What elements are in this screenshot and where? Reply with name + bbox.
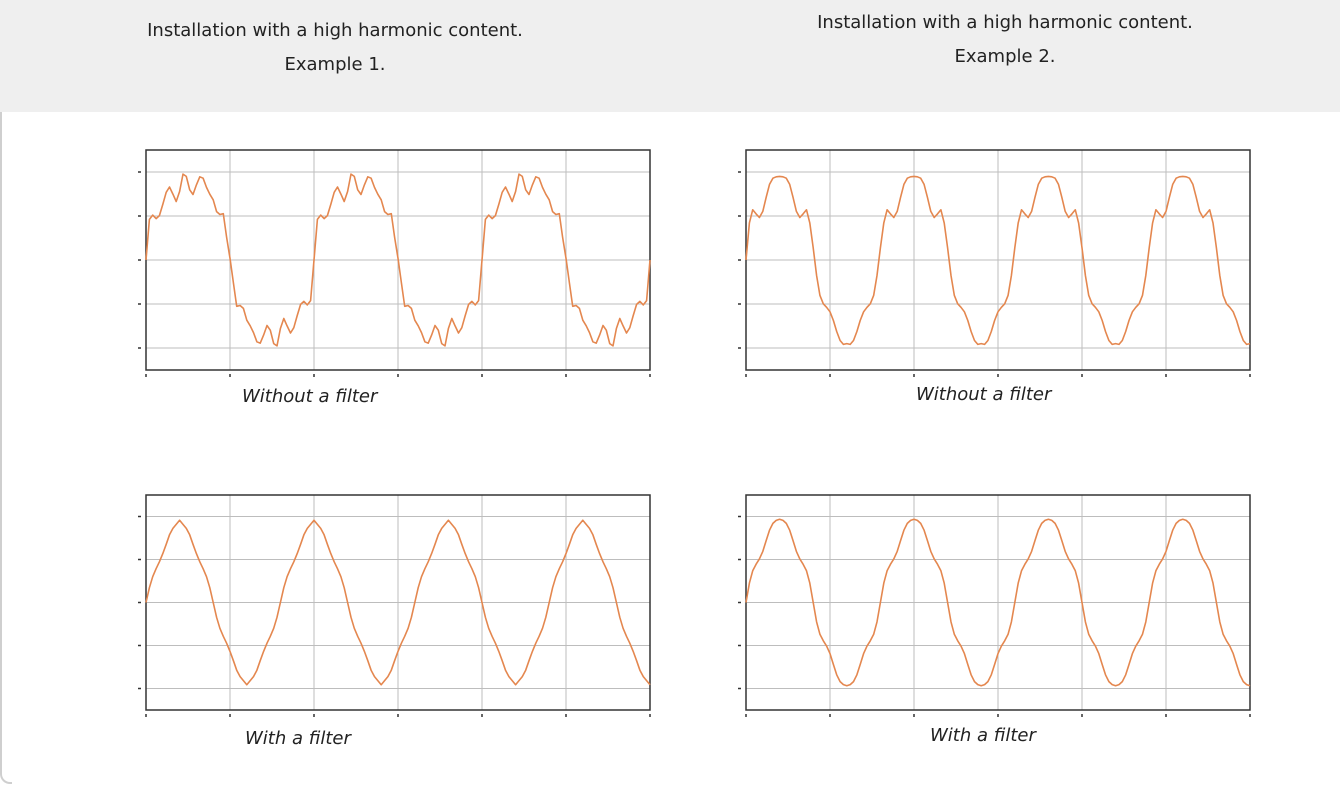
header-example-2: Installation with a high harmonic conten… (670, 6, 1340, 74)
chart-ex2-without-filter-svg (738, 149, 1251, 377)
chart-ex1-with-filter-svg (138, 494, 651, 717)
chart-ex1-without-filter (118, 140, 653, 390)
header-example-1-title: Installation with a high harmonic conten… (147, 20, 523, 41)
waveform-line (745, 175, 1251, 346)
caption-ex1-with-filter: With a filter (245, 728, 351, 749)
chart-ex1-with-filter (118, 485, 653, 730)
chart-ex2-with-filter (718, 485, 1253, 730)
caption-ex1-without-filter: Without a filter (242, 386, 378, 407)
header-example-1-subtitle: Example 1. (284, 54, 386, 75)
chart-ex2-with-filter-svg (738, 494, 1251, 717)
caption-ex2-with-filter: With a filter (930, 725, 1036, 746)
header-example-2-title: Installation with a high harmonic conten… (817, 12, 1193, 33)
waveform-line (145, 519, 651, 686)
content-frame (0, 112, 12, 784)
waveform-line (745, 518, 1251, 687)
waveform-line (145, 173, 651, 347)
chart-ex2-without-filter (718, 140, 1253, 390)
header-example-2-subtitle: Example 2. (954, 46, 1056, 67)
header-example-1: Installation with a high harmonic conten… (0, 14, 670, 82)
header-band (0, 0, 1340, 112)
chart-ex1-without-filter-svg (138, 149, 651, 377)
caption-ex2-without-filter: Without a filter (916, 384, 1052, 405)
